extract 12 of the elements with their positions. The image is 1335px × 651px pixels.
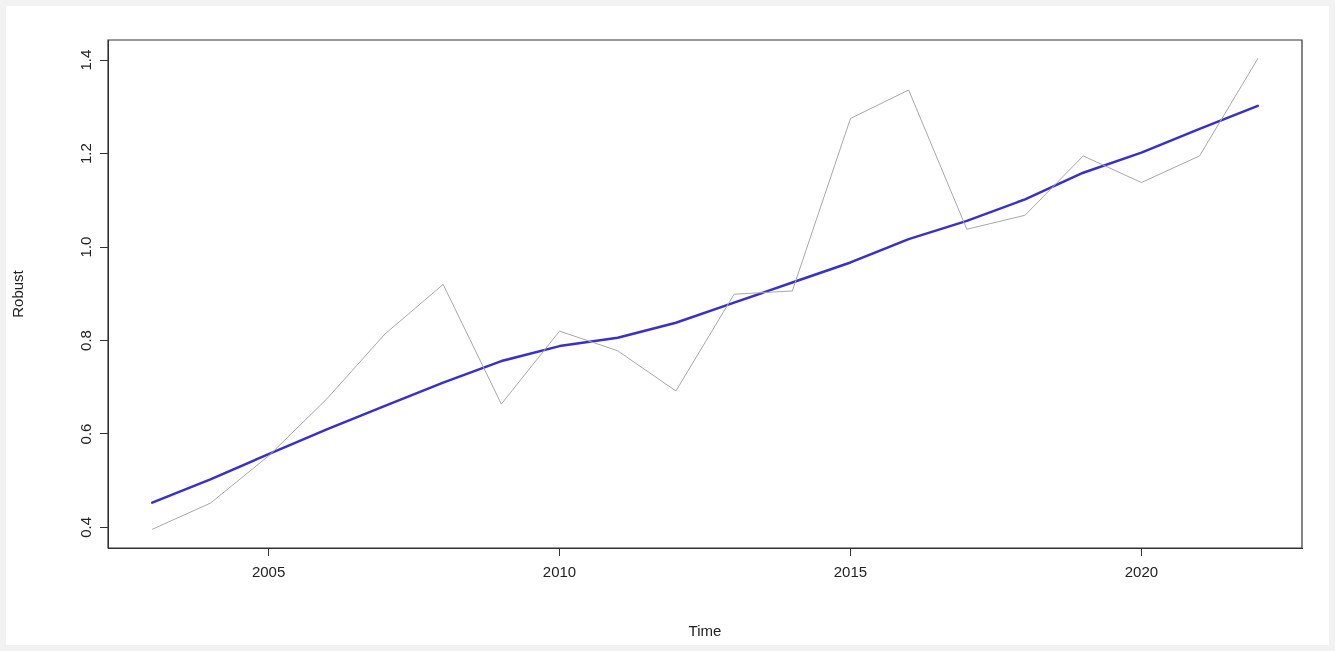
x-tick-label: 2010 [542,563,577,581]
x-axis-title: Time [688,622,722,640]
y-tick-label: 1.2 [76,143,94,164]
y-tick-label: 1.4 [76,49,94,71]
y-tick-label: 0.6 [76,423,94,445]
y-tick-label: 0.8 [76,330,94,351]
y-axis-title: Robust [9,269,27,318]
x-tick-label: 2005 [251,563,286,581]
x-tick-label: 2015 [833,563,868,581]
y-tick-label: 1.0 [76,236,94,258]
y-tick-label: 0.4 [76,517,94,538]
x-tick-label: 2020 [1124,563,1159,581]
